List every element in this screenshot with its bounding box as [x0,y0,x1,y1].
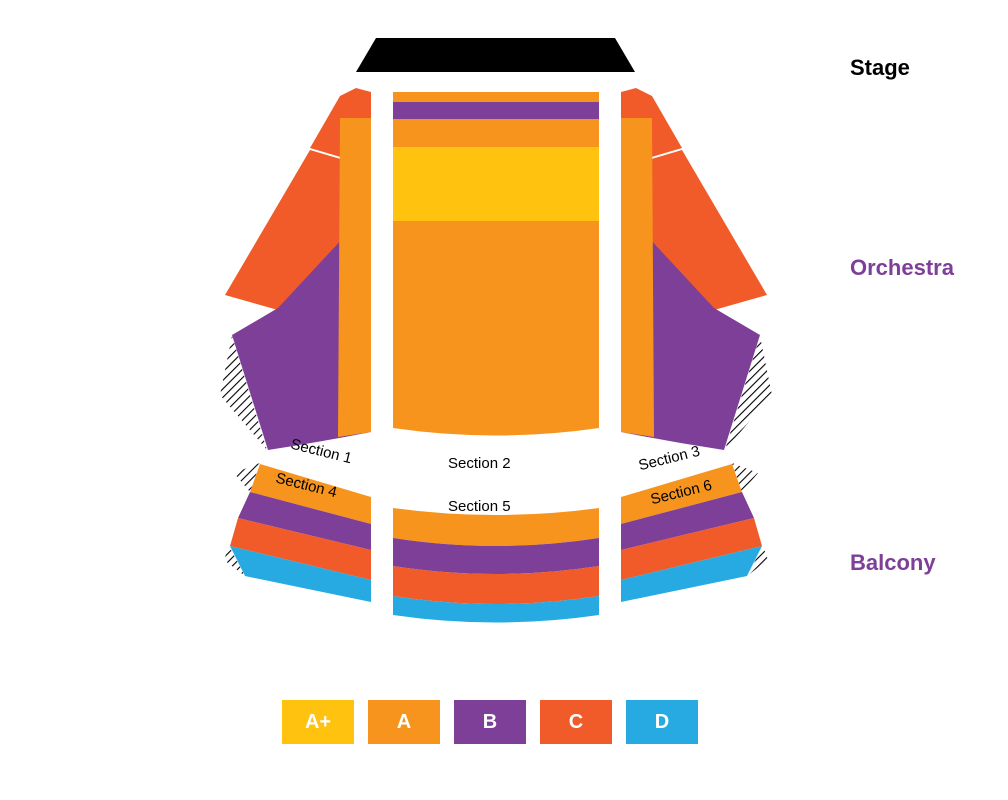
section-5-label: Section 5 [448,498,511,515]
legend-tier-aplus: A+ [282,700,354,744]
section-2-label: Section 2 [448,455,511,472]
legend-tier-a: A [368,700,440,744]
pricing-legend: A+ ABCD [282,700,698,744]
balcony-center [393,508,599,623]
balcony-label: Balcony [850,550,936,576]
orchestra-label: Orchestra [850,255,954,281]
seating-chart [0,0,1008,800]
orchestra-center [393,92,599,436]
legend-tier-c: C [540,700,612,744]
stage-shape [356,38,635,72]
legend-tier-b: B [454,700,526,744]
orchestra-right [621,88,772,450]
legend-tier-d: D [626,700,698,744]
orchestra-left [220,88,371,450]
stage-label: Stage [850,55,910,81]
